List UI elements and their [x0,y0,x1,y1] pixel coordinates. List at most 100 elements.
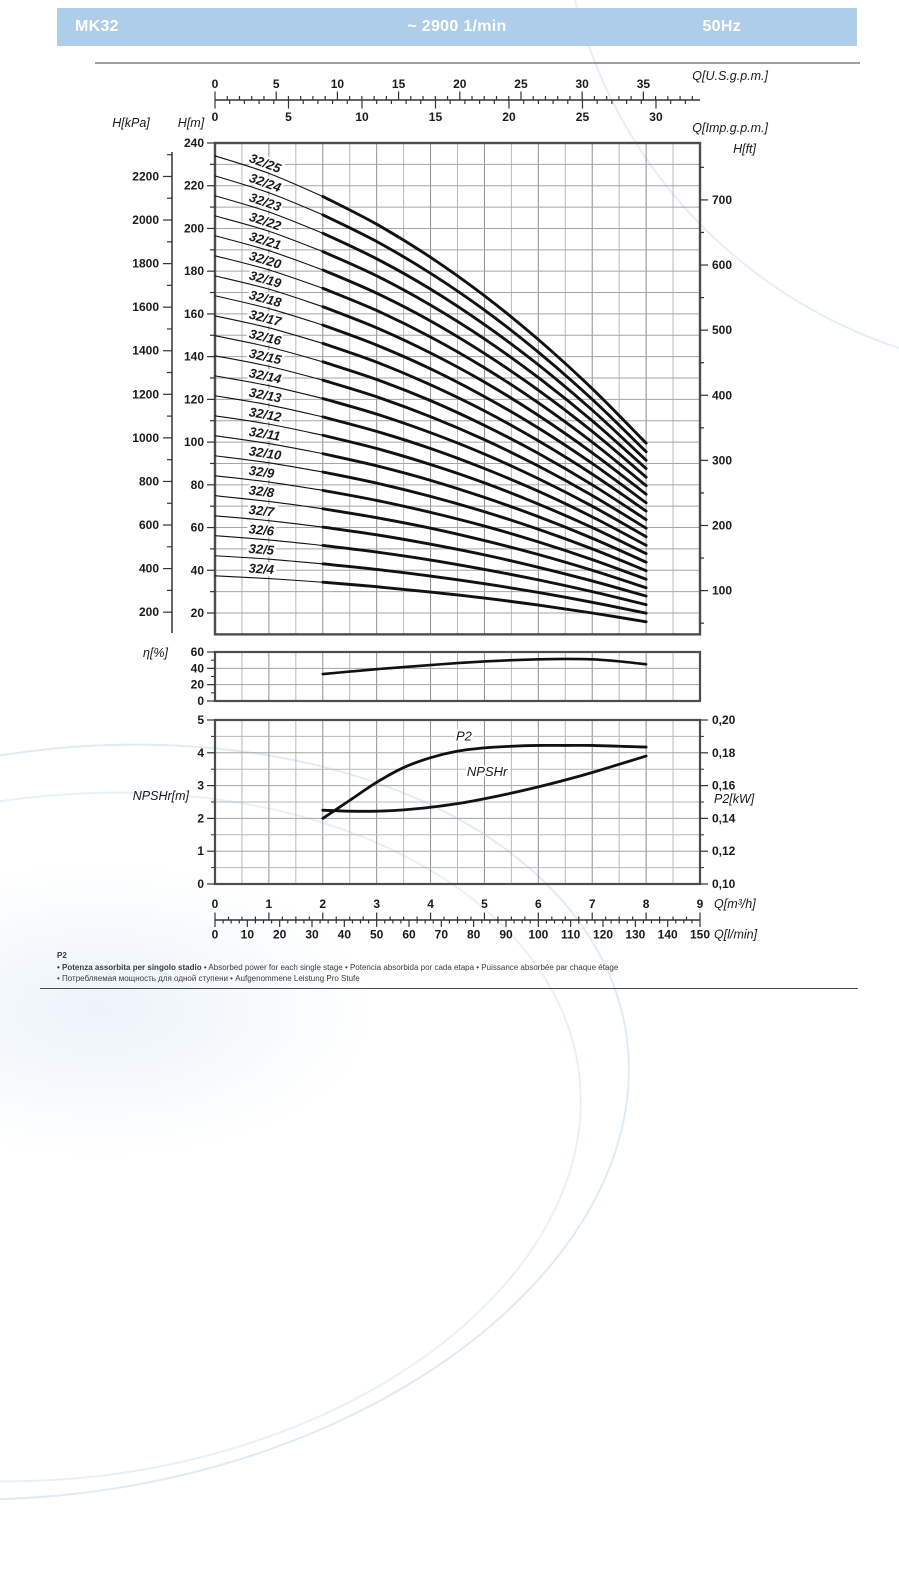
head-curve-32/18 [321,323,648,505]
svg-text:32/7: 32/7 [248,502,275,520]
svg-text:5: 5 [273,77,280,91]
head-curve-32/24 [321,213,648,454]
head-curve-32/22 [321,250,648,471]
h-ft-axis: 100 200 300 400 500 600 700 H[ft] [700,142,757,624]
svg-text:7: 7 [589,897,596,911]
head-curve-thin-32/10 [214,455,324,473]
svg-text:0,20: 0,20 [712,713,736,727]
svg-text:500: 500 [712,323,732,337]
head-curve-thin-32/11 [214,435,324,455]
head-curve-32/11 [321,452,648,564]
svg-text:Q[m³/h]: Q[m³/h] [714,897,756,911]
svg-text:60: 60 [191,521,205,535]
curve-P2 [321,743,648,820]
svg-text:P2: P2 [456,728,473,743]
svg-text:110: 110 [561,928,581,942]
head-curve-32/12 [321,433,648,556]
svg-text:0: 0 [197,877,204,891]
svg-text:2000: 2000 [132,213,159,227]
svg-text:240: 240 [184,136,204,150]
svg-text:3: 3 [197,779,204,793]
footnote-line-2: • Потребляемая мощность для одной ступен… [57,974,360,983]
svg-text:220: 220 [184,179,204,193]
head-curve-thin-32/14 [214,375,324,400]
svg-text:0: 0 [197,694,204,708]
head-curve-32/20 [321,286,648,488]
svg-text:5: 5 [197,713,204,727]
svg-text:25: 25 [576,110,590,124]
head-curve-32/14 [321,397,648,539]
head-curve-32/5 [321,562,648,615]
svg-text:20: 20 [502,110,516,124]
head-curve-32/8 [321,507,648,590]
head-curve-32/9 [321,488,648,581]
head-curve-thin-32/22 [214,215,324,253]
svg-text:32/4: 32/4 [248,561,275,578]
svg-text:50: 50 [370,928,384,942]
svg-text:400: 400 [139,562,159,576]
svg-text:600: 600 [139,518,159,532]
svg-text:9: 9 [697,897,704,911]
curve-NPSHr [321,754,648,813]
svg-text:25: 25 [514,77,528,91]
svg-text:30: 30 [305,928,319,942]
head-curve-thin-32/18 [214,295,324,326]
head-curves-chart: 20 40 60 80 100 120 140 160 180 200 220 240 H[m] 200 4… [112,116,757,636]
svg-text:200: 200 [139,605,159,619]
svg-text:6: 6 [535,897,542,911]
head-curve-thin-32/15 [214,355,324,381]
svg-text:1000: 1000 [132,431,159,445]
head-curve-thin-32/12 [214,415,324,436]
footnote-line1-bold: • Potenza assorbita per singolo stadio [57,962,202,972]
svg-text:H[kPa]: H[kPa] [112,116,150,130]
head-curve-thin-32/4 [214,575,324,583]
head-curve-thin-32/6 [214,535,324,547]
efficiency-chart: 0 20 40 60 η[%] [143,645,702,708]
svg-text:32/8: 32/8 [248,482,276,500]
pump-model: MK32 [75,18,119,35]
svg-text:0: 0 [212,897,219,911]
svg-text:200: 200 [184,221,204,235]
svg-text:30: 30 [649,110,663,124]
svg-text:8: 8 [643,897,650,911]
svg-text:150: 150 [690,928,710,942]
svg-text:35: 35 [637,77,651,91]
svg-text:400: 400 [712,388,732,402]
svg-text:120: 120 [593,928,613,942]
svg-text:40: 40 [191,563,205,577]
svg-text:120: 120 [184,392,204,406]
head-curves [214,155,648,624]
head-curve-thin-32/17 [214,315,324,344]
head-curve-32/25 [321,194,648,445]
svg-text:32/5: 32/5 [248,541,275,558]
footnote-line1-rest: • Absorbed power for each single stage •… [201,962,619,972]
head-grid [215,143,700,635]
svg-text:H[ft]: H[ft] [733,142,756,156]
footnote-rule [40,988,858,989]
head-curve-32/19 [321,305,648,496]
svg-text:Q[Imp.g.p.m.]: Q[Imp.g.p.m.] [692,121,768,135]
svg-text:180: 180 [184,264,204,278]
svg-text:1400: 1400 [132,344,159,358]
svg-text:20: 20 [453,77,467,91]
svg-text:NPSHr[m]: NPSHr[m] [133,789,190,803]
head-curve-thin-32/19 [214,275,324,308]
svg-text:NPSHr: NPSHr [467,764,508,779]
svg-text:5: 5 [285,110,292,124]
footnote-title: P2 [57,951,67,960]
svg-text:100: 100 [528,928,548,942]
svg-text:80: 80 [191,478,205,492]
head-curve-thin-32/20 [214,255,324,289]
svg-text:100: 100 [184,435,204,449]
npshr-p2-chart: 0 1 2 3 4 5 NPSHr[m] 0,10 0,12 0,14 0,16 0,18 0,20 P2… [133,713,755,891]
svg-text:P2[kW]: P2[kW] [714,792,755,806]
svg-text:140: 140 [658,928,678,942]
top-flow-axis: 0 5 10 15 20 25 30 35 Q[U.S.g.p.m.] 0 5 10 15 20 25 30 Q… [212,69,769,135]
head-curve-32/23 [321,231,648,462]
svg-text:90: 90 [499,928,513,942]
svg-text:0,10: 0,10 [712,877,736,891]
pump-speed: ~ 2900 1/min [407,18,507,35]
svg-text:4: 4 [197,746,204,760]
head-curve-32/15 [321,378,648,530]
head-curve-32/10 [321,470,648,573]
